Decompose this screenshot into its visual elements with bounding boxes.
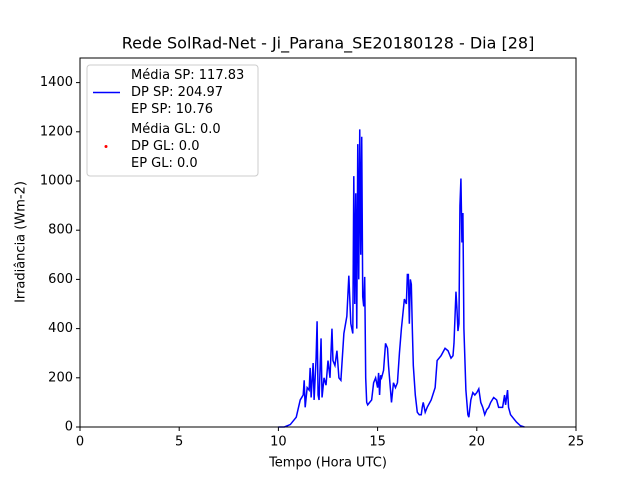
plot-frame (79, 57, 577, 428)
x-tick-label: 5 (175, 435, 183, 450)
x-tick-label: 20 (469, 435, 486, 450)
y-tick-label: 0 (65, 420, 73, 435)
x-axis-label: Tempo (Hora UTC) (268, 456, 387, 471)
y-tick-label: 600 (48, 272, 73, 287)
y-tick-label: 1000 (40, 174, 73, 189)
legend-swatch (104, 145, 108, 148)
y-axis-label: Irradiância (Wm-2) (14, 181, 29, 303)
x-tick-label: 25 (568, 435, 585, 450)
data-line (278, 129, 525, 428)
legend-label: Média SP: 117.83 DP SP: 204.97 EP SP: 10… (131, 68, 245, 117)
legend-label: Média GL: 0.0 DP GL: 0.0 EP GL: 0.0 (131, 122, 221, 171)
y-tick-label: 1200 (40, 124, 73, 139)
x-tick-label: 10 (270, 435, 287, 450)
chart-title: Rede SolRad-Net - Ji_Parana_SE20180128 -… (122, 34, 535, 54)
x-tick-label: 0 (76, 435, 84, 450)
y-tick-label: 800 (48, 223, 73, 238)
y-tick-label: 1400 (40, 75, 73, 90)
x-tick-label: 15 (369, 435, 386, 450)
legend-box (86, 64, 259, 177)
y-tick-label: 200 (48, 370, 73, 385)
y-tick-label: 400 (48, 321, 73, 336)
